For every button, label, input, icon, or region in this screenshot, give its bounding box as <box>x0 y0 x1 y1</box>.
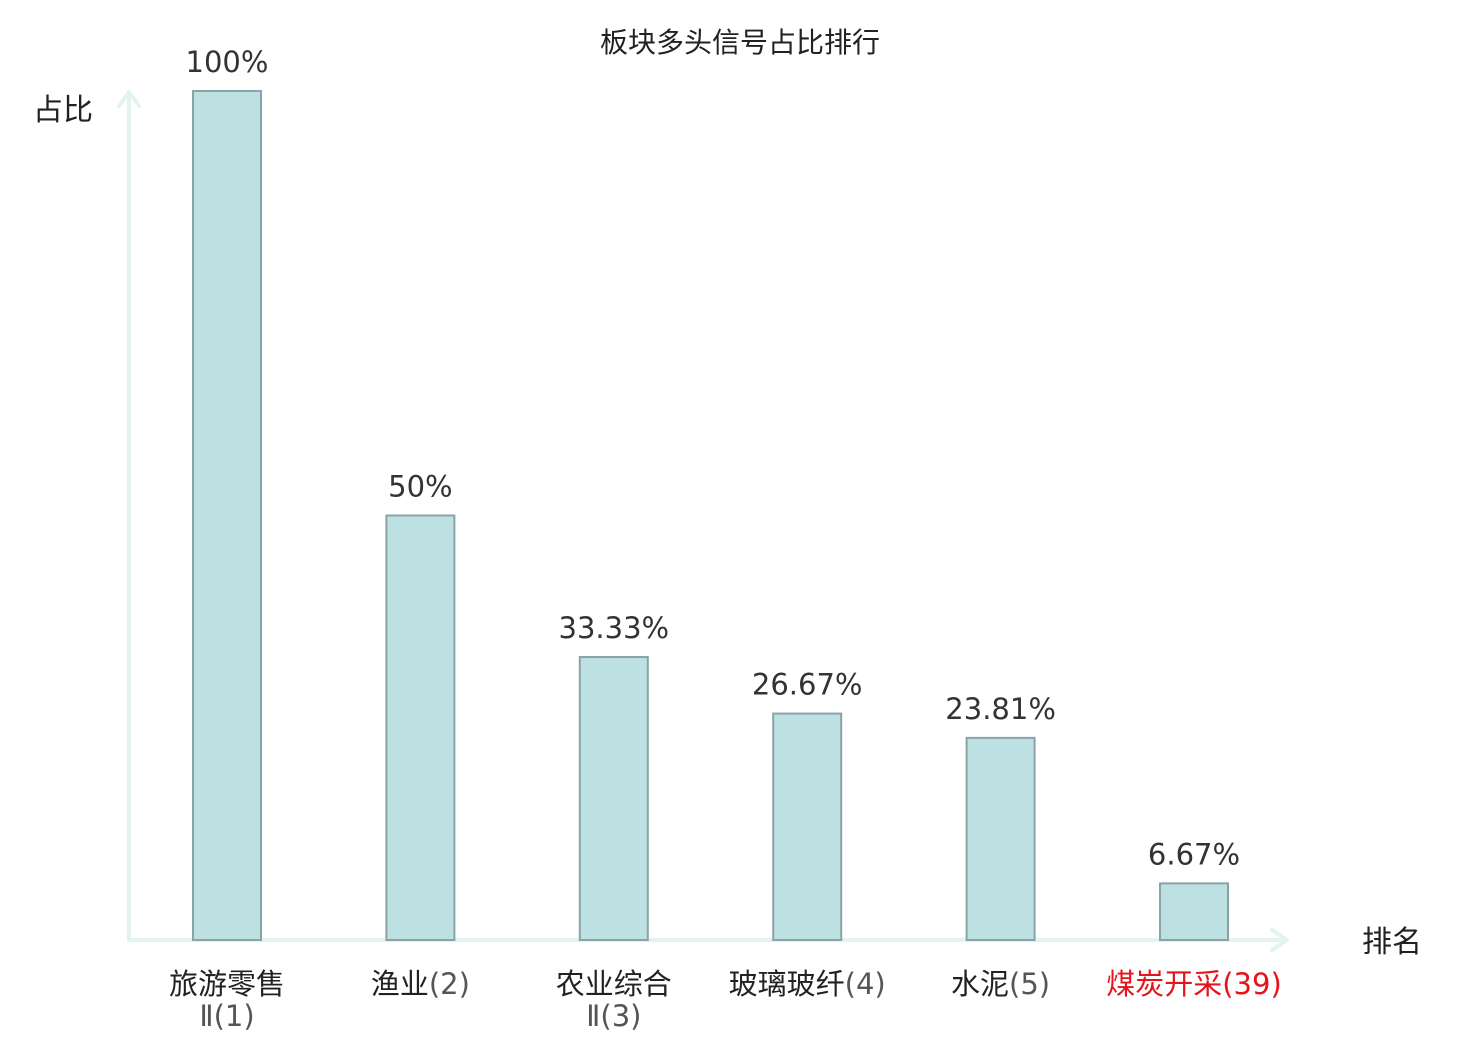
category-label: 水泥(5) <box>951 967 1050 1001</box>
data-label: 23.81% <box>945 692 1056 726</box>
bar <box>192 90 262 941</box>
category-label: 渔业(2) <box>371 967 470 1001</box>
category-name: 农业综合 <box>556 967 672 1001</box>
category-label: 旅游零售 Ⅱ(1) <box>169 967 285 1033</box>
category-label: 玻璃玻纤(4) <box>729 967 886 1001</box>
category-rank: (39) <box>1222 967 1282 1001</box>
data-label: 50% <box>388 470 452 504</box>
bar <box>385 514 456 941</box>
data-labels: 100% 50% 33.33% 26.67% 23.81% 6.67% <box>186 45 1241 871</box>
x-axis-arrow-icon <box>1270 928 1289 952</box>
bar <box>1159 882 1229 942</box>
category-name: 水泥 <box>951 967 1009 1001</box>
category-name: 渔业 <box>371 967 429 1001</box>
y-axis: 占比 <box>33 90 141 942</box>
category-rank: (3) <box>600 999 641 1033</box>
category-name: Ⅱ <box>586 999 600 1033</box>
chart-title: 板块多头信号占比排行 <box>600 26 880 59</box>
category-name: 煤炭开采 <box>1106 967 1222 1001</box>
bar <box>772 712 843 942</box>
data-label: 26.67% <box>752 668 863 702</box>
category-rank: (5) <box>1009 967 1050 1001</box>
bar <box>578 656 649 942</box>
bar <box>965 736 1036 941</box>
bar-series <box>192 90 1229 942</box>
category-labels: 旅游零售 Ⅱ(1)渔业(2) 农业综合 Ⅱ(3)玻璃玻纤(4) 水泥(5) 煤炭开采(39… <box>169 967 1282 1033</box>
data-label: 33.33% <box>559 611 670 645</box>
y-axis-arrow-icon <box>117 90 141 108</box>
category-name: 玻璃玻纤 <box>729 967 845 1001</box>
category-rank: (2) <box>429 967 470 1001</box>
category-label: 农业综合 Ⅱ(3) <box>556 967 672 1033</box>
x-axis: 排名 <box>127 925 1422 960</box>
category-name: 旅游零售 <box>169 967 285 1001</box>
category-rank: (1) <box>214 999 255 1033</box>
data-label: 6.67% <box>1148 837 1240 871</box>
x-axis-label: 排名 <box>1362 925 1422 960</box>
y-axis-label: 占比 <box>33 93 93 128</box>
category-label: 煤炭开采(39) <box>1106 967 1282 1001</box>
category-name: Ⅱ <box>199 999 213 1033</box>
data-label: 100% <box>186 45 269 79</box>
category-rank: (4) <box>845 967 886 1001</box>
